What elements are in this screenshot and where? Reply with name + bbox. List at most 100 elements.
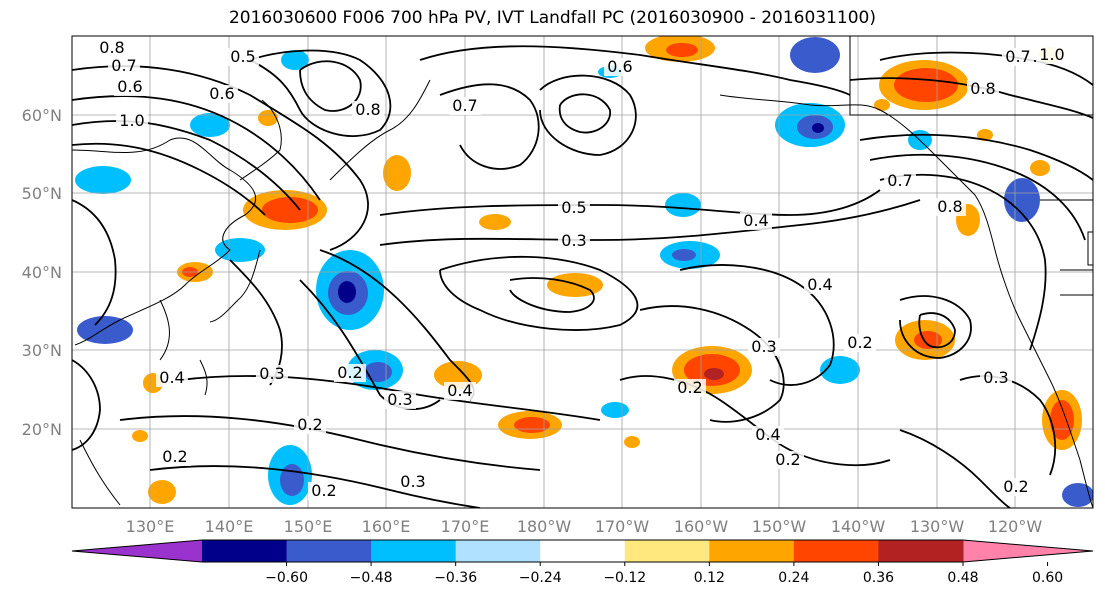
colorbar-segment xyxy=(202,540,288,562)
negative-anomaly xyxy=(1004,178,1040,222)
negative-anomaly xyxy=(215,238,265,262)
contour-label: 0.4 xyxy=(807,275,832,294)
latitude-label: 30°N xyxy=(22,341,62,360)
negative-anomaly xyxy=(812,123,824,133)
colorbar-segment xyxy=(286,540,372,562)
colorbar-tick-label: 0.12 xyxy=(694,570,725,586)
contour-label-background xyxy=(352,101,384,119)
colorbar-tick-label: 0.48 xyxy=(947,570,978,586)
longitude-label: 180°W xyxy=(517,517,572,536)
contour-label: 0.8 xyxy=(970,79,995,98)
negative-anomaly xyxy=(672,249,696,261)
colorbar-tick-label: −0.60 xyxy=(265,570,308,586)
contour-label: 0.3 xyxy=(400,472,425,491)
contour-label-background xyxy=(967,80,999,98)
positive-anomaly xyxy=(977,129,993,141)
contour-label: 1.0 xyxy=(119,111,144,130)
pv-contours xyxy=(72,45,1093,508)
contour-label-background xyxy=(227,48,259,66)
contour-label-background xyxy=(96,39,128,57)
colorbar-segment xyxy=(371,540,457,562)
contour-label-background xyxy=(206,85,238,103)
positive-anomaly xyxy=(479,214,511,230)
positive-anomaly xyxy=(547,273,603,297)
contour-label-background xyxy=(884,172,916,190)
longitude-label: 120°W xyxy=(988,517,1043,536)
contour-label-background xyxy=(1036,46,1068,64)
colorbar-segment xyxy=(540,540,626,562)
colorbar-segment xyxy=(455,540,541,562)
contour-label: 0.3 xyxy=(387,390,412,409)
negative-anomaly xyxy=(281,50,309,70)
colorbar-tick-label: 0.24 xyxy=(778,570,809,586)
latitude-label: 40°N xyxy=(22,263,62,282)
contour-label: 0.4 xyxy=(159,368,184,387)
positive-anomaly xyxy=(258,110,278,126)
negative-anomaly xyxy=(601,402,629,418)
longitude-labels: 130°E 140°E 150°E 160°E 170°E 180°W 170°W 160°W… xyxy=(126,517,1043,536)
contour-label: 0.3 xyxy=(751,337,776,356)
contour-label: 0.5 xyxy=(561,198,586,217)
contour-labels: 0.80.70.61.00.50.60.70.80.60.50.30.40.40… xyxy=(96,38,1068,500)
positive-anomaly xyxy=(894,68,958,102)
contour-label: 0.3 xyxy=(561,231,586,250)
contour-label-background xyxy=(772,451,804,469)
colorbar-segment xyxy=(878,540,964,562)
contour-label: 0.2 xyxy=(297,415,322,434)
colorbar-tick-label: 0.36 xyxy=(863,570,894,586)
negative-anomaly xyxy=(790,37,840,73)
contour-label: 0.2 xyxy=(775,450,800,469)
contour-label-background xyxy=(1002,48,1034,66)
contour-label-background xyxy=(1000,478,1032,496)
longitude-label: 140°E xyxy=(205,517,254,536)
contour-label: 0.7 xyxy=(1005,47,1030,66)
colorbar-tick-label: 0.60 xyxy=(1032,570,1063,586)
negative-anomaly xyxy=(665,193,701,217)
contour-label-background xyxy=(558,232,590,250)
latitude-label: 20°N xyxy=(22,420,62,439)
contour-label: 0.4 xyxy=(743,211,768,230)
colorbar-segment xyxy=(709,540,795,562)
contour-label-background xyxy=(604,58,636,76)
latitude-label: 60°N xyxy=(22,106,62,125)
negative-anomaly xyxy=(190,113,230,137)
latitude-labels: 60°N 50°N 40°N 30°N 20°N xyxy=(22,106,62,439)
colorbar-tick-label: −0.48 xyxy=(350,570,393,586)
contour-label-background xyxy=(256,365,288,383)
contour-label: 0.2 xyxy=(1003,477,1028,496)
contour-label: 0.3 xyxy=(259,364,284,383)
longitude-label: 170°W xyxy=(595,517,650,536)
positive-anomaly xyxy=(914,331,942,349)
contour-label: 0.7 xyxy=(452,96,477,115)
contour-label-background xyxy=(114,78,146,96)
contour-label-background xyxy=(294,416,326,434)
colorbar-segment xyxy=(624,540,710,562)
latitude-label: 50°N xyxy=(22,184,62,203)
longitude-label: 150°E xyxy=(284,517,333,536)
contour-label: 0.4 xyxy=(755,425,780,444)
positive-anomaly xyxy=(624,436,640,448)
pv-anomaly-fills xyxy=(75,36,1093,507)
contour-label: 0.2 xyxy=(162,447,187,466)
positive-anomaly xyxy=(874,99,890,111)
positive-anomaly xyxy=(148,480,176,504)
colorbar-tick-label: −0.24 xyxy=(519,570,562,586)
longitude-label: 160°W xyxy=(674,517,729,536)
contour-label: 0.6 xyxy=(607,57,632,76)
negative-anomaly xyxy=(364,362,392,382)
positive-anomaly xyxy=(666,43,698,57)
negative-anomaly xyxy=(75,166,131,194)
positive-anomaly xyxy=(514,417,550,433)
contour-label: 0.8 xyxy=(355,100,380,119)
colorbar-extend-low xyxy=(72,540,202,562)
contour-label-background xyxy=(334,364,366,382)
positive-anomaly xyxy=(383,155,411,191)
contour-label-background xyxy=(748,338,780,356)
longitude-label: 170°E xyxy=(441,517,490,536)
colorbar: −0.60 −0.48 −0.36 −0.24 −0.12 0.12 0.24 0.36 0.4… xyxy=(71,539,1094,586)
colorbar-segment xyxy=(793,540,879,562)
colorbar-tick-label: −0.36 xyxy=(434,570,477,586)
contour-label: 0.8 xyxy=(99,38,124,57)
contour-label-background xyxy=(159,448,191,466)
